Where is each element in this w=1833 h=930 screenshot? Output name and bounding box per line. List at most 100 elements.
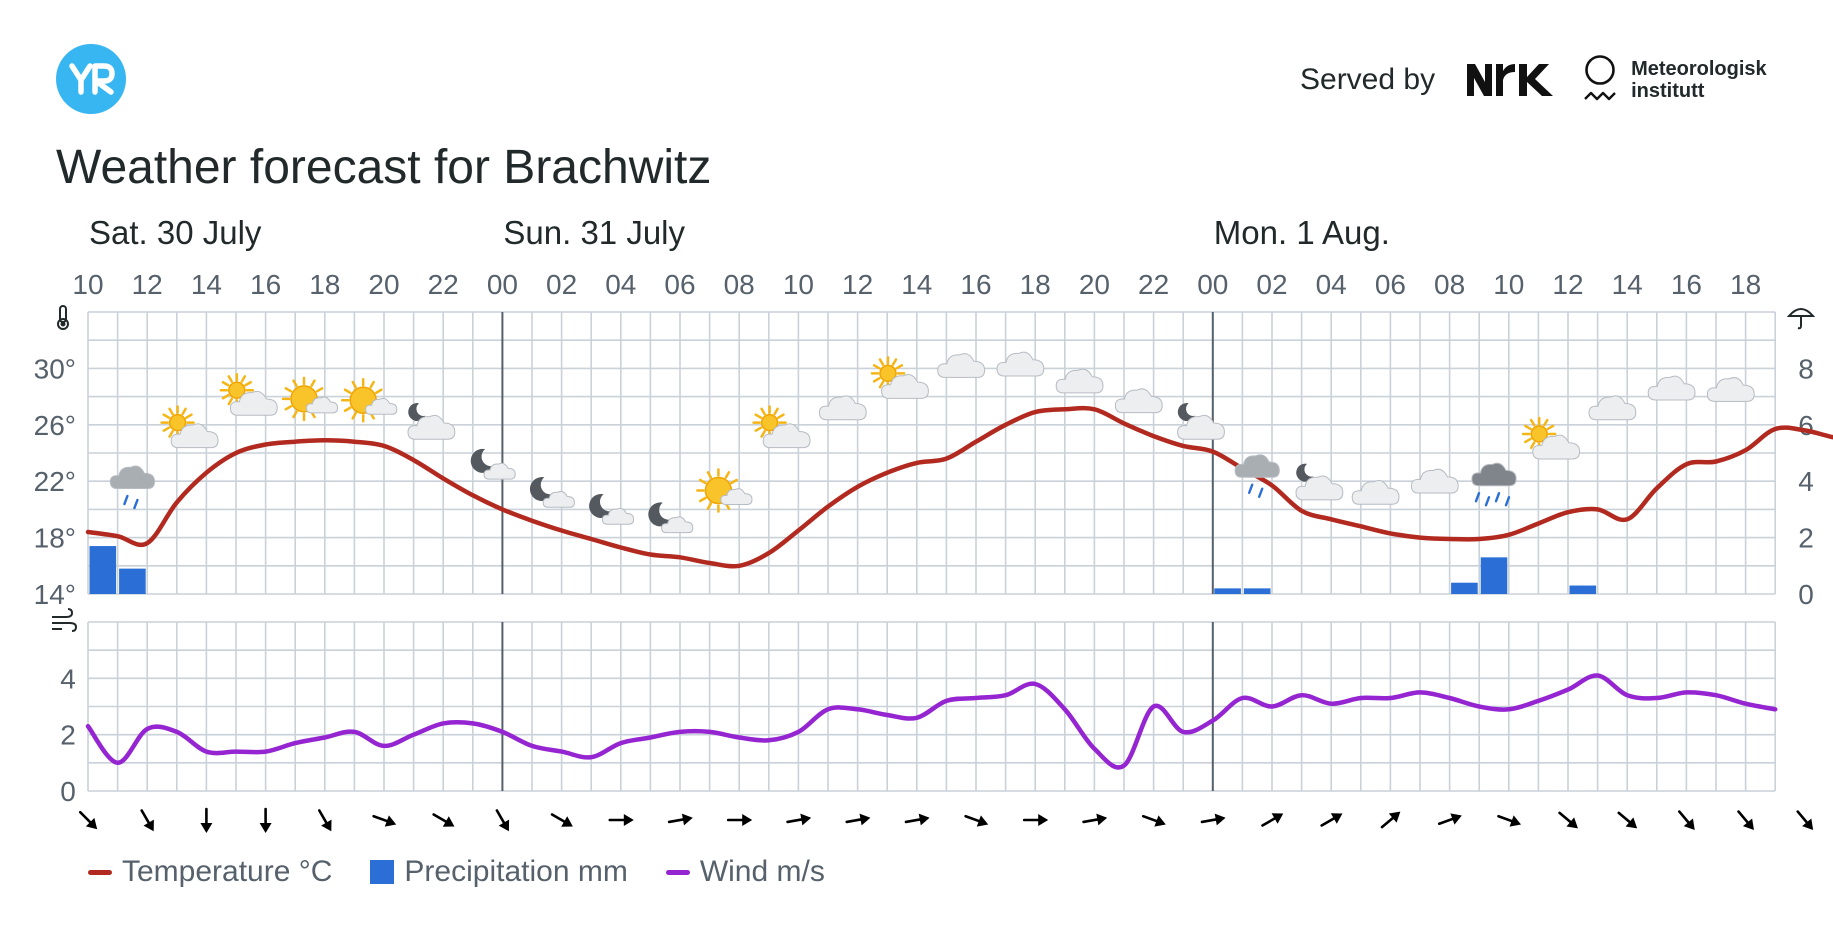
temperature-grid [87,311,1776,595]
temperature-tick-label: 14° [34,579,76,610]
wind-direction-arrow [786,813,812,826]
hour-tick-label: 04 [605,269,636,300]
hour-tick-label: 10 [1493,269,1524,300]
hour-tick-label: 22 [1138,269,1169,300]
wind-direction-arrow [667,813,693,826]
wind-direction-arrow [1617,811,1638,829]
wind-direction-arrow [1678,810,1695,830]
wind-icon [52,608,78,632]
partly-cloudy-day-icon [1521,416,1581,460]
hour-tick-label: 14 [1612,269,1643,300]
fair-night-icon [648,502,694,534]
wind-direction-arrow [200,807,213,833]
hour-tick-label: 00 [487,269,518,300]
temperature-tick-label: 30° [34,353,76,384]
partly-cloudy-day-icon [752,405,811,449]
hour-tick-label: 02 [546,269,577,300]
page-title: Weather forecast for Brachwitz [56,141,712,194]
precipitation-bar [89,546,117,594]
hour-tick-label: 22 [428,269,459,300]
temperature-line [85,405,1833,569]
wind-direction-arrow [1380,811,1401,829]
wind-line [85,673,1778,770]
legend-label: Wind m/s [699,855,825,888]
wind-direction-arrow [608,814,634,826]
hour-tick-label: 20 [1079,269,1110,300]
legend-label: Precipitation mm [404,855,628,888]
hour-tick-label: 12 [842,269,873,300]
wind-direction-arrow [1437,813,1462,826]
wind-direction-arrow [1200,813,1226,826]
cloudy-icon [1410,468,1459,494]
fair-day-icon [340,377,398,423]
wind-axis: 0 2 4 [60,663,76,807]
hour-tick-label: 16 [250,269,281,300]
wind-direction-arrow [317,809,332,832]
hour-tick-label: 12 [132,269,163,300]
temperature-axis: 14° 18° 22° 26° 30° [34,353,76,610]
day-labels: Sat. 30 July Sun. 31 July Mon. 1 Aug. [89,214,1390,251]
wind-direction-arrow [550,813,573,827]
hour-tick-label: 12 [1552,269,1583,300]
precipitation-bar [1214,588,1241,594]
thermometer-icon [57,305,69,330]
legend-item-temperature[interactable]: Temperature °C [88,855,332,889]
umbrella-icon [1786,308,1816,330]
nrk-logo[interactable] [1465,63,1557,97]
hour-tick-label: 10 [72,269,103,300]
legend-item-precipitation[interactable]: Precipitation mm [370,855,628,889]
rain-cloud-icon [1471,462,1517,507]
wind-tick-label: 0 [60,776,76,807]
wind-tick-label: 4 [60,663,76,694]
partly-cloudy-night-icon [1295,463,1344,501]
hour-tick-label: 06 [1375,269,1406,300]
precipitation-bars [89,546,1597,594]
precipitation-bar [1480,557,1508,594]
wind-direction-arrow [259,807,272,833]
hour-tick-label: 18 [1020,269,1051,300]
hour-tick-label: 14 [901,269,932,300]
hour-tick-label: 00 [1197,269,1228,300]
hour-tick-label: 18 [309,269,340,300]
wind-direction-arrow [1141,814,1166,827]
cloudy-icon [996,351,1045,377]
hour-tick-label: 06 [664,269,695,300]
precipitation-tick-label: 2 [1798,523,1814,554]
cloudy-icon [818,395,867,421]
fair-night-icon [589,493,635,525]
met-institutt-logo[interactable] [1583,55,1617,105]
cloudy-icon [1706,377,1755,402]
legend-swatch-wind [665,869,690,875]
fair-day-icon [281,376,339,422]
precipitation-bar [1569,585,1597,594]
met-institutt-name: Meteorologisk institutt [1631,58,1767,102]
hour-tick-label: 04 [1316,269,1347,300]
fair-night-icon [529,477,575,508]
served-by-label: Served by [1300,63,1436,96]
legend-label: Temperature °C [122,855,333,888]
precipitation-bar [119,568,146,594]
hour-labels: 10 12 14 16 18 20 22 00 02 04 06 08 10 12 14 16 18 20 22 00… [72,269,1761,300]
wind-direction-arrow [726,814,753,826]
wind-direction-arrow [1737,810,1754,830]
hour-tick-label: 20 [368,269,399,300]
wind-direction-arrow [78,810,98,830]
precipitation-bar [1243,588,1271,594]
wind-direction-arrow [495,809,510,832]
wind-direction-arrow [845,813,871,826]
hour-tick-label: 14 [191,269,222,300]
cloudy-icon [1647,375,1696,401]
light-rain-cloud-icon [1234,454,1280,498]
light-rain-cloud-icon [109,465,156,510]
wind-direction-arrows [78,807,1814,833]
legend-item-wind[interactable]: Wind m/s [665,855,825,889]
yr-logo[interactable] [56,44,126,114]
precipitation-tick-label: 6 [1798,410,1814,441]
partly-cloudy-night-icon [407,403,456,440]
weather-symbols [109,351,1755,534]
fair-night-icon [470,448,516,480]
hour-tick-label: 02 [1256,269,1287,300]
wind-grid [87,621,1776,792]
temperature-tick-label: 18° [34,523,76,554]
